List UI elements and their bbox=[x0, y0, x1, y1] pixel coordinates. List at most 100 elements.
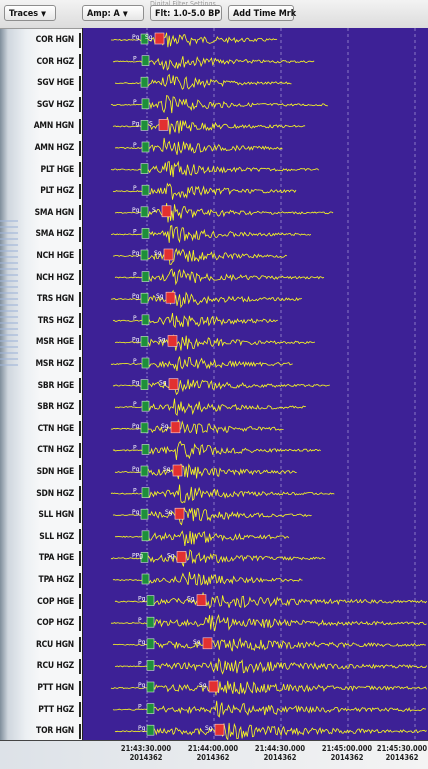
p-pick-marker[interactable] bbox=[141, 228, 150, 239]
station-label[interactable]: COP HGE bbox=[37, 596, 74, 607]
s-pick-marker[interactable] bbox=[163, 248, 174, 261]
station-label[interactable]: SBR HGE bbox=[37, 380, 75, 391]
trace-selector-bar[interactable] bbox=[79, 334, 81, 350]
station-label[interactable]: CTN HGE bbox=[37, 423, 75, 434]
trace-selector-bar[interactable] bbox=[79, 118, 81, 134]
station-label[interactable]: TPA HGZ bbox=[38, 575, 75, 585]
station-label[interactable]: AMN HGZ bbox=[34, 143, 75, 153]
traces-dropdown[interactable]: Traces ▼ bbox=[4, 5, 56, 21]
p-pick-marker[interactable] bbox=[141, 98, 150, 110]
trace-selector-bar[interactable] bbox=[79, 594, 81, 610]
station-label[interactable]: MSR HGE bbox=[35, 337, 74, 348]
trace-selector-bar[interactable] bbox=[79, 313, 81, 329]
trace-selector-bar[interactable] bbox=[79, 54, 81, 70]
trace-selector-bar[interactable] bbox=[79, 140, 81, 156]
trace-selector-bar[interactable] bbox=[79, 615, 81, 631]
s-pick-marker[interactable] bbox=[208, 680, 219, 693]
station-label[interactable]: SMA HGN bbox=[34, 207, 75, 218]
trace-selector-bar[interactable] bbox=[79, 32, 81, 48]
station-label[interactable]: TPA HGE bbox=[38, 553, 74, 564]
station-label[interactable]: RCU HGZ bbox=[36, 661, 74, 672]
trace-selector-bar[interactable] bbox=[79, 97, 81, 113]
trace-selector-bar[interactable] bbox=[79, 248, 81, 264]
station-label[interactable]: SGV HGZ bbox=[36, 99, 74, 110]
trace-selector-bar[interactable] bbox=[79, 529, 81, 545]
s-pick-marker[interactable] bbox=[161, 205, 172, 218]
station-label[interactable]: SDN HGE bbox=[36, 467, 75, 477]
trace-selector-bar[interactable] bbox=[79, 378, 81, 394]
trace-selector-bar[interactable] bbox=[79, 270, 81, 286]
trace-selector-bar[interactable] bbox=[79, 399, 81, 415]
p-pick-marker[interactable] bbox=[146, 595, 155, 606]
station-label[interactable]: TRS HGZ bbox=[37, 315, 74, 326]
amp-dropdown[interactable]: Amp: A ▼ bbox=[82, 5, 144, 21]
station-label[interactable]: SLL HGN bbox=[38, 510, 74, 521]
station-label[interactable]: SBR HGZ bbox=[37, 402, 74, 413]
p-pick-marker[interactable] bbox=[141, 530, 150, 542]
trace-selector-bar[interactable] bbox=[79, 75, 81, 91]
station-label[interactable]: NCH HGZ bbox=[36, 272, 74, 283]
p-pick-marker[interactable] bbox=[141, 357, 150, 369]
trace-selector-bar[interactable] bbox=[79, 356, 81, 372]
p-pick-marker[interactable] bbox=[140, 336, 149, 347]
p-pick-marker[interactable] bbox=[141, 271, 150, 282]
station-label[interactable]: SDN HGZ bbox=[36, 488, 74, 499]
p-pick-marker[interactable] bbox=[141, 573, 150, 585]
p-pick-marker[interactable] bbox=[140, 249, 149, 261]
p-pick-marker[interactable] bbox=[141, 184, 150, 196]
s-pick-marker[interactable] bbox=[158, 119, 169, 131]
p-pick-marker[interactable] bbox=[140, 76, 149, 88]
s-pick-marker[interactable] bbox=[167, 335, 178, 347]
trace-selector-bar[interactable] bbox=[79, 658, 81, 674]
p-pick-marker[interactable] bbox=[141, 55, 150, 66]
add-time-mark-button[interactable]: Add Time Mrk bbox=[228, 5, 296, 21]
s-pick-marker[interactable] bbox=[172, 464, 183, 477]
p-pick-marker[interactable] bbox=[141, 487, 150, 498]
station-label[interactable]: TOR HGN bbox=[36, 726, 74, 737]
p-pick-marker[interactable] bbox=[141, 141, 150, 153]
p-pick-marker[interactable] bbox=[141, 400, 150, 412]
station-label[interactable]: PLT HGE bbox=[40, 164, 75, 175]
trace-selector-bar[interactable] bbox=[79, 702, 81, 718]
station-label[interactable]: PTT HGZ bbox=[38, 704, 74, 715]
trace-selector-bar[interactable] bbox=[79, 550, 81, 566]
p-pick-marker[interactable] bbox=[146, 660, 155, 671]
trace-selector-bar[interactable] bbox=[79, 723, 81, 739]
p-pick-marker[interactable] bbox=[140, 422, 149, 434]
p-pick-marker[interactable] bbox=[140, 465, 149, 477]
station-label[interactable]: CTN HGZ bbox=[37, 445, 74, 456]
station-label[interactable]: MSR HGZ bbox=[35, 359, 75, 369]
station-label[interactable]: SMA HGZ bbox=[35, 229, 74, 240]
s-pick-marker[interactable] bbox=[202, 637, 213, 650]
s-pick-marker[interactable] bbox=[170, 421, 181, 434]
station-label[interactable]: PLT HGZ bbox=[40, 186, 74, 197]
station-label[interactable]: AMN HGN bbox=[33, 121, 74, 132]
station-label[interactable]: COR HGN bbox=[35, 35, 75, 45]
p-pick-marker[interactable] bbox=[140, 33, 149, 45]
s-pick-marker[interactable] bbox=[214, 723, 225, 736]
station-label[interactable]: COP HGZ bbox=[36, 618, 74, 629]
p-pick-marker[interactable] bbox=[146, 724, 155, 736]
filter-button[interactable]: Flt: 1.0-5.0 BP bbox=[150, 5, 222, 21]
s-pick-marker[interactable] bbox=[168, 378, 179, 390]
p-pick-marker[interactable] bbox=[146, 638, 155, 650]
trace-selector-bar[interactable] bbox=[79, 291, 81, 307]
trace-selector-bar[interactable] bbox=[79, 183, 81, 199]
station-label[interactable]: PTT HGN bbox=[37, 683, 74, 693]
s-pick-marker[interactable] bbox=[165, 291, 176, 304]
p-pick-marker[interactable] bbox=[140, 120, 149, 131]
p-pick-marker[interactable] bbox=[140, 379, 149, 390]
s-pick-marker[interactable] bbox=[196, 594, 207, 606]
p-pick-marker[interactable] bbox=[140, 292, 149, 304]
s-pick-marker[interactable] bbox=[176, 551, 187, 563]
p-pick-marker[interactable] bbox=[140, 508, 149, 520]
station-label[interactable]: COR HGZ bbox=[36, 56, 75, 67]
p-pick-marker[interactable] bbox=[141, 314, 150, 326]
trace-selector-bar[interactable] bbox=[79, 507, 81, 523]
station-label[interactable]: SLL HGZ bbox=[39, 531, 74, 542]
trace-selector-bar[interactable] bbox=[79, 464, 81, 480]
trace-selector-bar[interactable] bbox=[79, 421, 81, 437]
trace-selector-bar[interactable] bbox=[79, 572, 81, 588]
trace-selector-bar[interactable] bbox=[79, 637, 81, 653]
p-pick-marker[interactable] bbox=[141, 444, 150, 455]
